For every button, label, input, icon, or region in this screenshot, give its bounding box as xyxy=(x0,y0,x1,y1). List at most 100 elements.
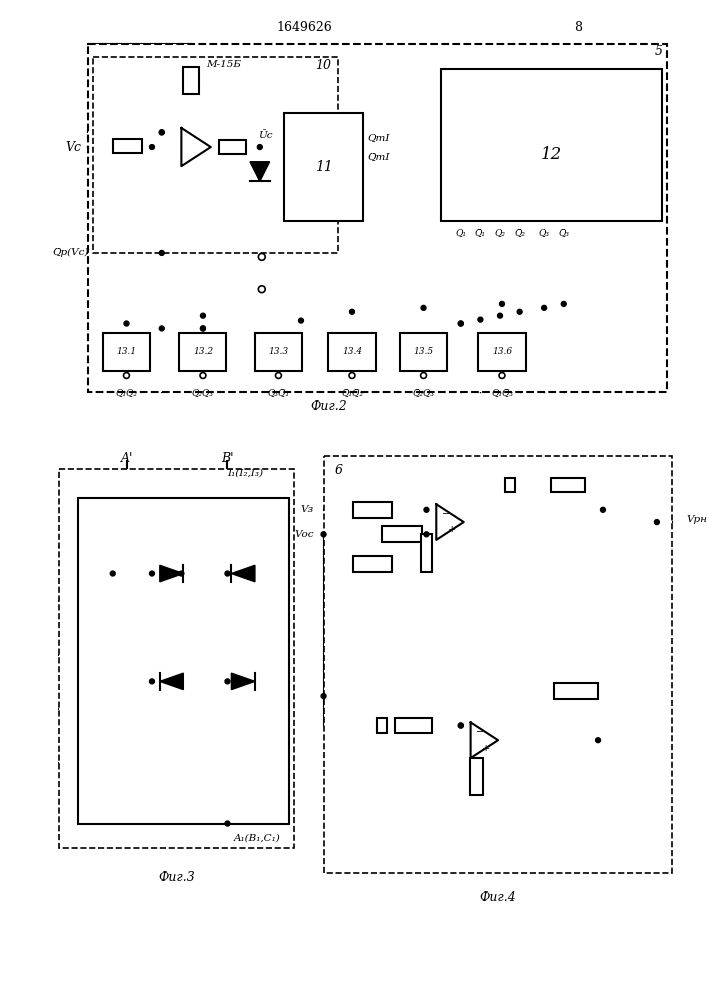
Bar xyxy=(378,718,387,733)
Circle shape xyxy=(424,507,429,512)
Polygon shape xyxy=(471,722,498,758)
Text: 10: 10 xyxy=(315,59,332,72)
Text: 11: 11 xyxy=(315,160,332,174)
Bar xyxy=(255,333,302,371)
Text: Фиг.3: Фиг.3 xyxy=(158,871,195,884)
Text: Vс: Vс xyxy=(66,141,81,154)
Bar xyxy=(382,526,421,542)
Text: 5: 5 xyxy=(655,45,663,58)
Polygon shape xyxy=(231,565,255,582)
Text: −: − xyxy=(442,510,450,519)
Text: Vос: Vос xyxy=(294,530,314,539)
Text: Q₃Q̅₁: Q₃Q̅₁ xyxy=(267,388,289,397)
Circle shape xyxy=(321,532,326,537)
Text: Vз: Vз xyxy=(300,505,314,514)
Circle shape xyxy=(421,305,426,310)
Text: B': B' xyxy=(221,452,234,465)
Text: Q̅₂: Q̅₂ xyxy=(514,228,525,237)
Bar xyxy=(400,333,447,371)
Text: 13.4: 13.4 xyxy=(342,347,362,356)
Bar xyxy=(395,718,433,733)
Circle shape xyxy=(159,326,164,331)
Text: Q̅р(Vс): Q̅р(Vс) xyxy=(52,248,89,257)
Text: 13.6: 13.6 xyxy=(492,347,512,356)
Text: Vрн: Vрн xyxy=(686,515,707,524)
Bar xyxy=(93,57,338,253)
Text: −: − xyxy=(477,728,484,737)
Bar xyxy=(180,333,226,371)
Circle shape xyxy=(124,321,129,326)
Circle shape xyxy=(458,723,463,728)
Circle shape xyxy=(458,321,463,326)
Circle shape xyxy=(257,145,262,149)
Polygon shape xyxy=(231,673,255,690)
Circle shape xyxy=(349,309,354,314)
Bar xyxy=(554,683,598,699)
Polygon shape xyxy=(160,673,183,690)
Bar xyxy=(479,333,525,371)
Circle shape xyxy=(458,321,463,326)
Text: Q̅₁: Q̅₁ xyxy=(475,228,486,237)
Circle shape xyxy=(149,571,154,576)
Bar xyxy=(88,44,667,392)
Bar xyxy=(469,758,484,795)
Text: Q̅₃: Q̅₃ xyxy=(559,228,569,237)
Circle shape xyxy=(458,723,463,728)
Circle shape xyxy=(655,520,660,525)
Text: Q₁Q₂: Q₁Q₂ xyxy=(115,388,137,397)
Circle shape xyxy=(500,301,504,306)
Bar xyxy=(329,333,375,371)
Text: Q̅₁Q̅₂: Q̅₁Q̅₂ xyxy=(341,388,363,397)
Bar xyxy=(59,469,294,848)
Bar xyxy=(505,478,515,492)
Bar xyxy=(78,498,289,824)
Text: 6: 6 xyxy=(334,464,342,477)
Circle shape xyxy=(542,305,547,310)
Text: 8: 8 xyxy=(575,21,583,34)
Text: 12: 12 xyxy=(541,146,562,163)
Bar xyxy=(103,333,150,371)
Circle shape xyxy=(561,301,566,306)
Circle shape xyxy=(110,571,115,576)
Polygon shape xyxy=(250,162,269,181)
Text: Q̅₂Q₃: Q̅₂Q₃ xyxy=(413,388,435,397)
Text: I₁(I₂,I₃): I₁(I₂,I₃) xyxy=(227,468,263,477)
Bar xyxy=(421,534,433,572)
Circle shape xyxy=(159,130,164,135)
Text: 13.5: 13.5 xyxy=(414,347,433,356)
Text: Фиг.2: Фиг.2 xyxy=(310,400,347,413)
Circle shape xyxy=(424,532,429,537)
Circle shape xyxy=(478,317,483,322)
Text: A₁(B₁,C₁): A₁(B₁,C₁) xyxy=(233,834,280,843)
Bar xyxy=(112,139,142,153)
Circle shape xyxy=(179,571,184,576)
Text: QтI: QтI xyxy=(368,133,390,142)
Polygon shape xyxy=(182,128,211,166)
Circle shape xyxy=(201,326,206,331)
Text: +: + xyxy=(448,525,456,534)
Circle shape xyxy=(201,326,206,331)
Circle shape xyxy=(149,145,154,149)
Text: Q̅тI: Q̅тI xyxy=(368,152,390,161)
Bar xyxy=(324,456,672,873)
Bar xyxy=(353,556,392,572)
Bar xyxy=(284,113,363,221)
Text: Q₂Q₃: Q₂Q₃ xyxy=(192,388,214,397)
Text: A': A' xyxy=(122,452,134,465)
Text: Фиг.4: Фиг.4 xyxy=(479,891,516,904)
Text: Ūс: Ūс xyxy=(258,131,272,140)
Circle shape xyxy=(201,313,206,318)
Circle shape xyxy=(321,694,326,699)
Bar xyxy=(551,478,585,492)
Text: Q₂: Q₂ xyxy=(494,228,506,237)
Bar xyxy=(353,502,392,518)
Circle shape xyxy=(225,679,230,684)
Text: +: + xyxy=(482,744,491,753)
Circle shape xyxy=(600,507,605,512)
Bar xyxy=(441,69,662,221)
Circle shape xyxy=(298,318,303,323)
Text: Q₁Q̅₃: Q₁Q̅₃ xyxy=(491,388,513,397)
Text: 13.3: 13.3 xyxy=(269,347,288,356)
Circle shape xyxy=(518,309,522,314)
Text: 13.2: 13.2 xyxy=(193,347,213,356)
